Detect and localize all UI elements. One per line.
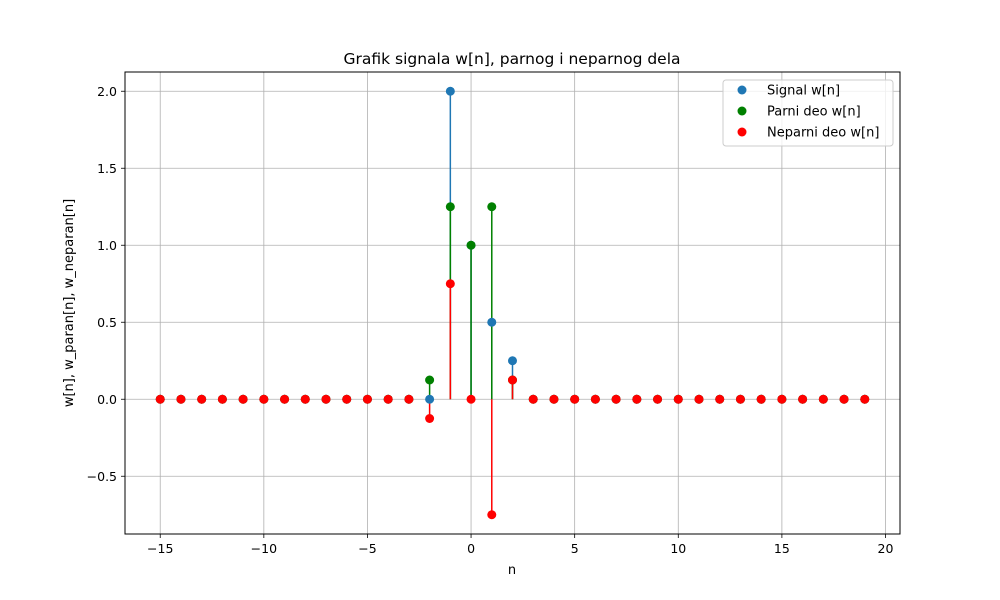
data-point [715, 394, 725, 404]
data-point [217, 394, 227, 404]
data-point [735, 394, 745, 404]
x-axis-label: n [508, 563, 516, 578]
data-point [155, 394, 165, 404]
data-point [860, 394, 870, 404]
data-point [777, 394, 787, 404]
x-tick-label: 20 [878, 541, 894, 556]
data-point [487, 317, 497, 327]
y-axis-ticks: −0.5 0.0 0.5 1.0 1.5 2.0 [87, 84, 125, 484]
data-point [528, 394, 538, 404]
data-point [818, 394, 828, 404]
data-point [756, 394, 766, 404]
x-tick-label: 0 [467, 541, 475, 556]
data-point [259, 394, 269, 404]
y-tick-label: 0.0 [97, 392, 117, 407]
data-point [300, 394, 310, 404]
data-point [632, 394, 642, 404]
data-point [611, 394, 621, 404]
plot-area-frame [124, 71, 901, 535]
x-tick-label: −10 [251, 541, 277, 556]
legend: Signal w[n] Parni deo w[n] Neparni deo w[n… [722, 79, 894, 147]
y-tick-label: 2.0 [97, 84, 117, 99]
data-point [653, 394, 663, 404]
data-point [798, 394, 808, 404]
data-point [590, 394, 600, 404]
x-axis-ticks: −15 −10 −5 0 5 10 15 20 [147, 534, 893, 556]
y-tick-label: 0.5 [97, 315, 117, 330]
data-point [508, 356, 517, 366]
data-point [445, 202, 455, 212]
data-point [466, 240, 476, 250]
data-point [176, 394, 186, 404]
data-point [445, 86, 455, 96]
y-tick-label: −0.5 [87, 469, 117, 484]
legend-marker [737, 127, 747, 137]
x-tick-label: −15 [147, 541, 173, 556]
legend-label: Signal w[n] [767, 84, 840, 99]
data-point [197, 394, 207, 404]
data-point [487, 510, 497, 520]
data-point [508, 375, 517, 385]
data-point [445, 279, 455, 289]
y-axis-label: w[n], w_paran[n], w_neparan[n] [62, 199, 77, 407]
data-point [321, 394, 331, 404]
x-tick-label: 5 [571, 541, 579, 556]
data-point [404, 394, 414, 404]
legend-label: Parni deo w[n] [767, 105, 861, 120]
data-point [425, 375, 435, 385]
x-tick-label: 15 [774, 541, 790, 556]
data-point [549, 394, 559, 404]
chart-title: Grafik signala w[n], parnog i neparnog d… [343, 50, 680, 68]
legend-label: Neparni deo w[n] [767, 126, 879, 141]
y-tick-label: 1.0 [97, 238, 117, 253]
legend-marker [737, 106, 747, 116]
data-markers [155, 86, 870, 520]
data-point [342, 394, 352, 404]
data-point [280, 394, 290, 404]
x-tick-label: 10 [670, 541, 686, 556]
data-point [694, 394, 704, 404]
legend-box [722, 79, 894, 147]
data-point [425, 394, 435, 404]
data-point [383, 394, 393, 404]
data-point [839, 394, 849, 404]
data-point [466, 394, 476, 404]
data-point [425, 414, 435, 423]
y-tick-label: 1.5 [97, 161, 117, 176]
data-point [570, 394, 580, 404]
data-point [238, 394, 248, 404]
data-point [487, 202, 497, 212]
data-point [673, 394, 683, 404]
legend-marker [737, 85, 747, 95]
data-point [362, 394, 372, 404]
x-tick-label: −5 [358, 541, 376, 556]
